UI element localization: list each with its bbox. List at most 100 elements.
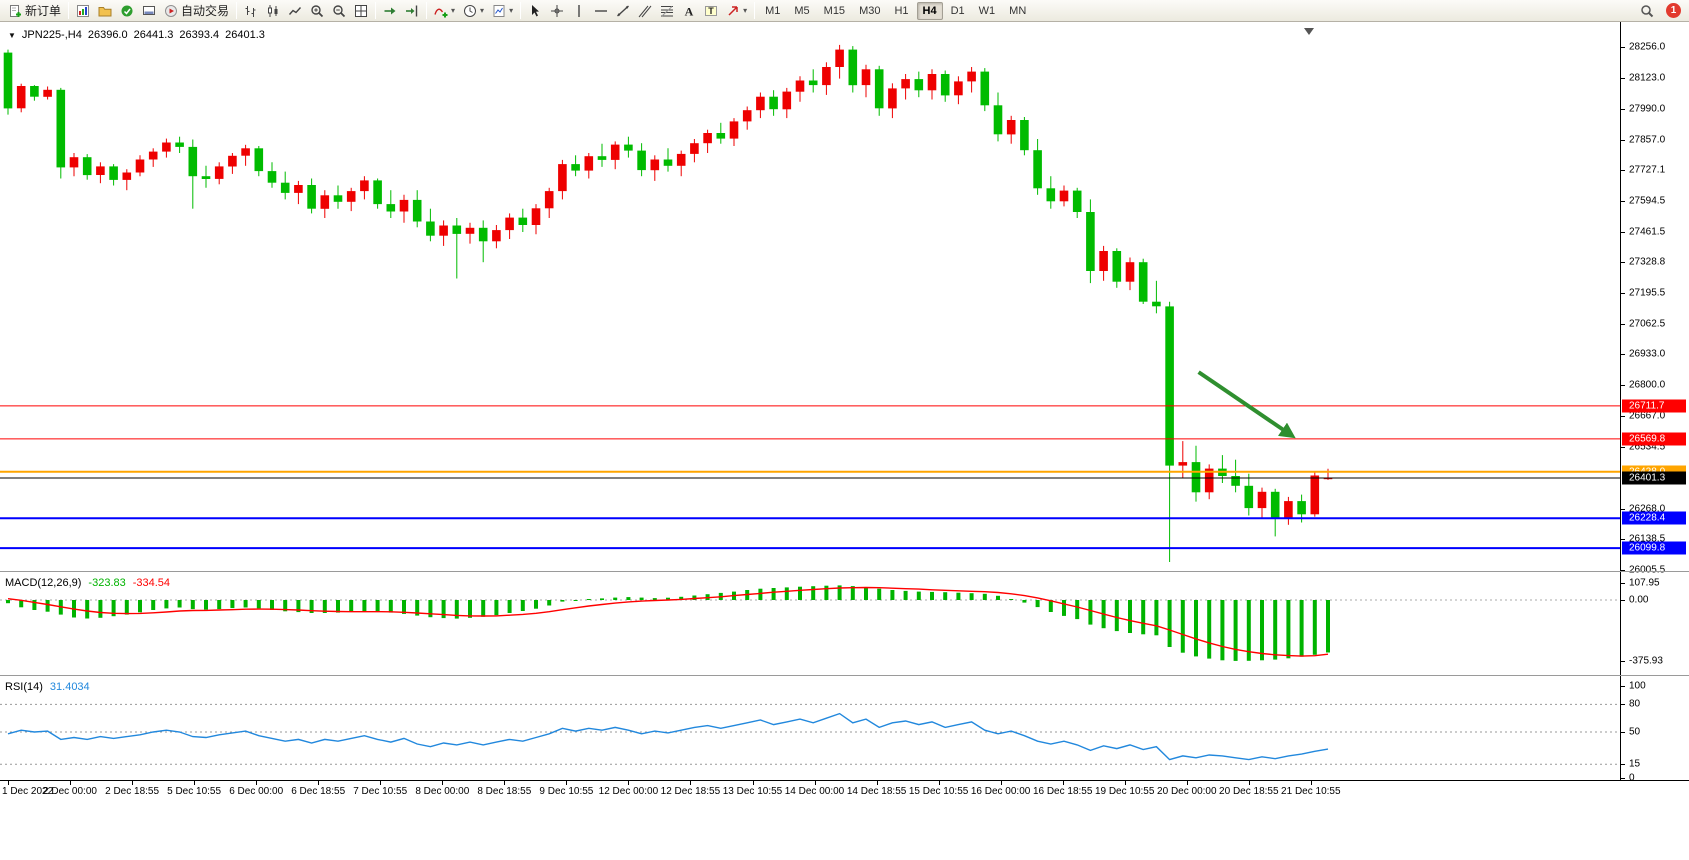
auto-scroll-button[interactable] bbox=[379, 1, 401, 21]
macd-axis-label: 0.00 bbox=[1629, 594, 1649, 606]
time-axis-label: 16 Dec 00:00 bbox=[970, 786, 1031, 797]
macd-main-value: -323.83 bbox=[88, 577, 126, 589]
time-axis-tick bbox=[1124, 781, 1126, 785]
one-click-trading-expander-icon[interactable]: ▼ bbox=[8, 30, 16, 40]
periods-button[interactable]: ▾ bbox=[459, 1, 488, 21]
timeframe-D1-button[interactable]: D1 bbox=[945, 2, 971, 20]
terminal-button[interactable] bbox=[138, 1, 160, 21]
channel-icon bbox=[638, 5, 652, 17]
pane-separator[interactable] bbox=[0, 675, 1689, 676]
price-chart-pane[interactable] bbox=[0, 26, 1620, 571]
rsi-axis-tick bbox=[1621, 778, 1625, 779]
macd-indicator-pane[interactable] bbox=[0, 572, 1620, 675]
line-chart-icon bbox=[289, 6, 302, 15]
text-button[interactable]: A bbox=[678, 1, 700, 21]
new-order-icon bbox=[10, 4, 21, 17]
fibonacci-icon bbox=[661, 5, 674, 16]
time-axis-tick bbox=[566, 781, 568, 785]
time-axis-tick bbox=[8, 781, 9, 785]
new-chart-icon bbox=[77, 4, 90, 17]
time-axis[interactable]: 1 Dec 2022 2 Dec 00:00 2 Dec 18:55 5 Dec 10… bbox=[0, 780, 1689, 804]
time-axis-tick bbox=[504, 781, 506, 785]
timeframe-M30-button[interactable]: M30 bbox=[853, 2, 886, 20]
text-label-button[interactable]: T bbox=[700, 1, 722, 21]
horizontal-line-button[interactable] bbox=[590, 1, 612, 21]
price-axis-tick bbox=[1621, 109, 1625, 110]
zoom-in-icon bbox=[311, 4, 324, 17]
arrows-button[interactable]: ▾ bbox=[722, 1, 751, 21]
vertical-line-button[interactable] bbox=[568, 1, 590, 21]
chart-shift-button[interactable] bbox=[401, 1, 423, 21]
time-axis-label: 13 Dec 10:55 bbox=[722, 786, 783, 797]
price-axis-tick bbox=[1621, 170, 1625, 171]
market-watch-icon bbox=[121, 5, 133, 16]
timeframe-M1-button[interactable]: M1 bbox=[759, 2, 786, 20]
chevron-down-icon: ▾ bbox=[743, 5, 748, 15]
price-axis-label: 28123.0 bbox=[1629, 72, 1666, 84]
chart-window[interactable]: ▼ JPN225-,H4 26396.0 26441.3 26393.4 264… bbox=[0, 22, 1689, 860]
fibonacci-button[interactable] bbox=[656, 1, 678, 21]
cursor-button[interactable] bbox=[524, 1, 546, 21]
timeframe-H1-button[interactable]: H1 bbox=[888, 2, 914, 20]
timeframe-H4-button[interactable]: H4 bbox=[916, 1, 943, 20]
price-axis-tick bbox=[1621, 416, 1625, 417]
crosshair-icon bbox=[551, 4, 564, 17]
chart-shift-icon bbox=[406, 5, 418, 16]
price-axis-label: 26800.0 bbox=[1629, 379, 1666, 391]
crosshair-button[interactable] bbox=[546, 1, 568, 21]
time-axis-label: 6 Dec 18:55 bbox=[291, 786, 346, 797]
bid-price-tag: 26401.3 bbox=[1622, 471, 1686, 485]
timeframe-M15-button[interactable]: M15 bbox=[818, 2, 851, 20]
line-chart-button[interactable] bbox=[284, 1, 306, 21]
macd-axis-label: -375.93 bbox=[1629, 655, 1663, 667]
zoom-in-button[interactable] bbox=[306, 1, 328, 21]
arrow-annotation[interactable] bbox=[1197, 370, 1296, 439]
time-axis-tick bbox=[628, 781, 630, 785]
time-axis-label: 9 Dec 10:55 bbox=[539, 786, 594, 797]
price-axis-label: 26534.5 bbox=[1629, 441, 1666, 453]
time-axis-tick bbox=[1248, 781, 1250, 785]
chart-shift-marker-icon bbox=[1304, 28, 1314, 35]
profiles-button[interactable] bbox=[94, 1, 116, 21]
new-order-button[interactable]: 新订单 bbox=[4, 1, 65, 21]
time-axis-label: 1 Dec 2022 bbox=[2, 786, 54, 797]
trendline-icon bbox=[617, 4, 630, 17]
time-axis-label: 12 Dec 00:00 bbox=[598, 786, 659, 797]
time-axis-label: 19 Dec 10:55 bbox=[1094, 786, 1155, 797]
time-axis-label: 20 Dec 00:00 bbox=[1157, 786, 1217, 797]
bar-chart-button[interactable] bbox=[240, 1, 262, 21]
zoom-out-button[interactable] bbox=[328, 1, 350, 21]
time-axis-tick bbox=[256, 781, 258, 785]
price-axis-label: 27857.0 bbox=[1629, 134, 1666, 146]
time-axis-tick bbox=[752, 781, 754, 785]
new-chart-button[interactable] bbox=[72, 1, 94, 21]
notification-badge[interactable]: 1 bbox=[1666, 3, 1681, 18]
timeframe-W1-button[interactable]: W1 bbox=[973, 2, 1002, 20]
timeframe-MN-button[interactable]: MN bbox=[1003, 2, 1032, 20]
arrows-icon bbox=[728, 5, 738, 16]
time-axis-tick bbox=[814, 781, 816, 785]
time-axis-label: 2 Dec 00:00 bbox=[43, 786, 97, 797]
indicators-button[interactable]: ▾ bbox=[430, 1, 459, 21]
price-axis-label: 27195.5 bbox=[1629, 287, 1666, 299]
rsi-indicator-pane[interactable] bbox=[0, 676, 1620, 779]
autotrading-button[interactable]: 自动交易 bbox=[160, 1, 233, 21]
trendline-button[interactable] bbox=[612, 1, 634, 21]
equidistant-channel-button[interactable] bbox=[634, 1, 656, 21]
templates-button[interactable]: ▾ bbox=[488, 1, 517, 21]
toolbar-right: 1 bbox=[1636, 1, 1685, 21]
candlestick-chart-button[interactable] bbox=[262, 1, 284, 21]
timeframe-M5-button[interactable]: M5 bbox=[788, 2, 815, 20]
price-axis[interactable]: 28256.0 28123.0 27990.0 27857.0 27727.1 27594… bbox=[1620, 22, 1689, 784]
svg-text:T: T bbox=[708, 6, 714, 16]
price-axis-tick bbox=[1621, 509, 1625, 510]
price-axis-tick bbox=[1621, 293, 1625, 294]
chevron-down-icon: ▾ bbox=[480, 5, 485, 15]
search-button[interactable] bbox=[1636, 1, 1658, 21]
low-value: 26393.4 bbox=[179, 29, 220, 41]
price-axis-tick bbox=[1621, 385, 1625, 386]
bar-chart-icon bbox=[245, 5, 256, 17]
pane-separator[interactable] bbox=[0, 571, 1689, 572]
market-watch-button[interactable] bbox=[116, 1, 138, 21]
tile-windows-button[interactable] bbox=[350, 1, 372, 21]
